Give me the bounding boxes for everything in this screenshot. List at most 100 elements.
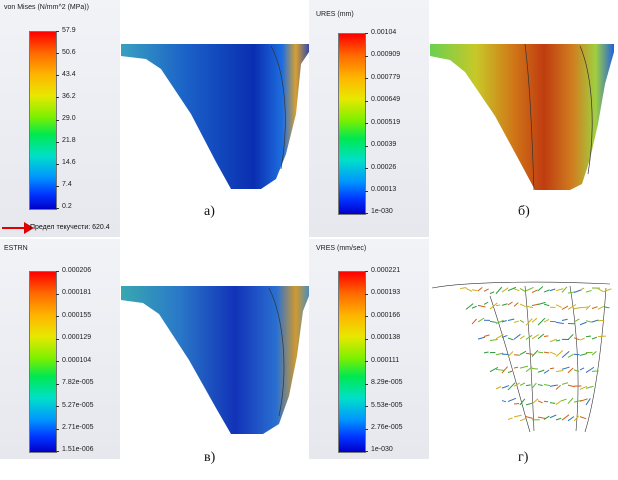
velocity-vector bbox=[471, 305, 477, 309]
velocity-vector bbox=[591, 306, 598, 309]
velocity-vector bbox=[567, 384, 575, 388]
velocity-vector bbox=[561, 286, 568, 293]
velocity-vector bbox=[507, 286, 517, 292]
legend-tick-mark bbox=[365, 56, 368, 57]
legend-tick-mark bbox=[56, 53, 59, 54]
velocity-vector bbox=[549, 288, 556, 292]
velocity-vector bbox=[519, 335, 525, 340]
velocity-vector bbox=[585, 304, 591, 311]
velocity-vector bbox=[507, 301, 513, 306]
velocity-vector bbox=[555, 417, 562, 421]
legend-tick: 0.00039 bbox=[371, 141, 397, 148]
velocity-vector bbox=[561, 318, 568, 322]
legend-tick-mark bbox=[56, 75, 59, 76]
velocity-vector bbox=[519, 288, 526, 292]
legend-tick-mark bbox=[56, 97, 59, 98]
legend-tick: 0.000166 bbox=[371, 312, 401, 319]
velocity-vector bbox=[567, 416, 575, 422]
legend-tick-mark bbox=[365, 406, 368, 407]
caption-c: в) bbox=[204, 450, 216, 465]
velocity-vector bbox=[591, 319, 599, 323]
velocity-vector bbox=[591, 336, 598, 340]
velocity-vector bbox=[585, 398, 591, 406]
legend-tick: 8.29e-005 bbox=[371, 379, 403, 386]
legend-tick: 0.000129 bbox=[62, 334, 92, 341]
velocity-vector bbox=[561, 305, 569, 310]
legend-tick-mark bbox=[365, 191, 368, 192]
velocity-vector bbox=[555, 321, 564, 325]
legend-tick-mark bbox=[365, 146, 368, 147]
velocity-vector bbox=[531, 382, 537, 389]
velocity-vector bbox=[483, 301, 489, 305]
legend-tick-mark bbox=[56, 339, 59, 340]
color-bar bbox=[338, 271, 366, 453]
velocity-vector bbox=[519, 418, 526, 422]
color-bar bbox=[29, 271, 57, 453]
velocity-vector bbox=[573, 369, 580, 373]
velocity-vector bbox=[537, 384, 543, 387]
velocity-vector bbox=[579, 385, 588, 390]
velocity-vector bbox=[477, 287, 483, 292]
velocity-vector bbox=[477, 317, 485, 323]
legend-tick-mark bbox=[56, 361, 59, 362]
velocity-vector bbox=[567, 353, 574, 358]
velocity-vector bbox=[561, 414, 570, 421]
velocity-vector bbox=[507, 351, 514, 358]
velocity-vector bbox=[531, 334, 539, 340]
legend-tick: 7.82e-005 bbox=[62, 379, 94, 386]
caption-d: г) bbox=[518, 450, 529, 465]
legend-tick-mark bbox=[365, 78, 368, 79]
velocity-vector bbox=[603, 288, 612, 292]
velocity-vector bbox=[513, 288, 520, 292]
velocity-vector bbox=[573, 318, 580, 323]
velocity-vector bbox=[525, 334, 533, 340]
legend-tick: 0.000779 bbox=[371, 74, 401, 81]
legend-tick-mark bbox=[365, 123, 368, 124]
velocity-vector bbox=[501, 303, 508, 306]
velocity-vector bbox=[579, 367, 585, 371]
velocity-vector bbox=[513, 333, 521, 340]
velocity-vector bbox=[555, 370, 564, 372]
yield-arrow-icon bbox=[2, 222, 34, 234]
legend-tick: 43.4 bbox=[62, 71, 76, 78]
legend-tick-mark bbox=[365, 316, 368, 317]
legend-tick: 0.00013 bbox=[371, 186, 397, 193]
velocity-vector bbox=[555, 384, 561, 390]
velocity-vector bbox=[567, 397, 574, 404]
velocity-vector bbox=[555, 399, 563, 405]
legend-tick: 0.000909 bbox=[371, 51, 401, 58]
legend-background bbox=[309, 239, 429, 459]
velocity-vector bbox=[483, 334, 490, 338]
velocity-vector bbox=[567, 367, 574, 374]
legend-tick: 5.53e-005 bbox=[371, 402, 403, 409]
velocity-vector bbox=[597, 305, 605, 310]
velocity-vector bbox=[573, 306, 581, 310]
velocity-vector bbox=[537, 333, 545, 340]
velocity-vector bbox=[495, 386, 502, 390]
velocity-vector bbox=[471, 318, 477, 325]
velocity-vector bbox=[489, 339, 498, 342]
displacement-model-view bbox=[430, 44, 614, 191]
velocity-vector bbox=[543, 369, 550, 374]
legend-tick: 7.4 bbox=[62, 181, 72, 188]
legend-title: ESTRN bbox=[4, 245, 28, 252]
velocity-vector bbox=[459, 286, 467, 290]
velocity-vector bbox=[531, 317, 538, 323]
velocity-vector bbox=[585, 335, 592, 338]
velocity-vector bbox=[519, 319, 525, 323]
velocity-vector bbox=[537, 317, 546, 326]
legend-tick-mark bbox=[56, 451, 59, 452]
velocity-vector bbox=[525, 318, 533, 326]
velocity-vector bbox=[597, 288, 605, 293]
velocity-vector bbox=[573, 415, 580, 422]
velocity-vector bbox=[579, 287, 585, 291]
legend-tick: 1.51e-006 bbox=[62, 446, 94, 453]
strain-model-view bbox=[121, 286, 311, 434]
velocity-vector bbox=[567, 334, 574, 341]
legend-tick: 50.6 bbox=[62, 49, 76, 56]
legend-tick-mark bbox=[365, 213, 368, 214]
velocity-vector bbox=[555, 350, 564, 357]
velocity-vector bbox=[519, 382, 526, 386]
velocity-vector bbox=[513, 382, 521, 387]
velocity-vector bbox=[531, 289, 538, 294]
